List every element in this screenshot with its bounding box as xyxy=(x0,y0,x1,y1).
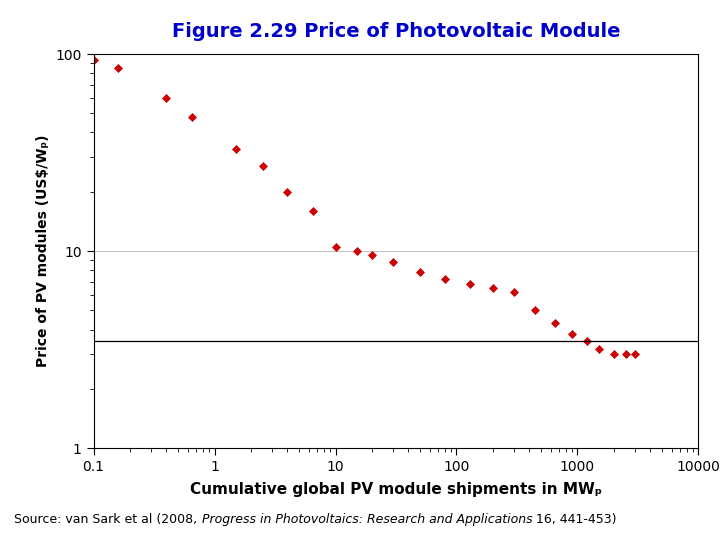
Title: Figure 2.29 Price of Photovoltaic Module: Figure 2.29 Price of Photovoltaic Module xyxy=(172,22,620,42)
Text: 16, 441-453): 16, 441-453) xyxy=(532,514,616,526)
Y-axis label: Price of PV modules (US$/Wₚ): Price of PV modules (US$/Wₚ) xyxy=(36,135,50,367)
Text: Progress in Photovoltaics: Research and Applications: Progress in Photovoltaics: Research and … xyxy=(202,514,532,526)
X-axis label: Cumulative global PV module shipments in MWₚ: Cumulative global PV module shipments in… xyxy=(190,482,602,497)
Text: Source: van Sark et al (2008,: Source: van Sark et al (2008, xyxy=(14,514,202,526)
